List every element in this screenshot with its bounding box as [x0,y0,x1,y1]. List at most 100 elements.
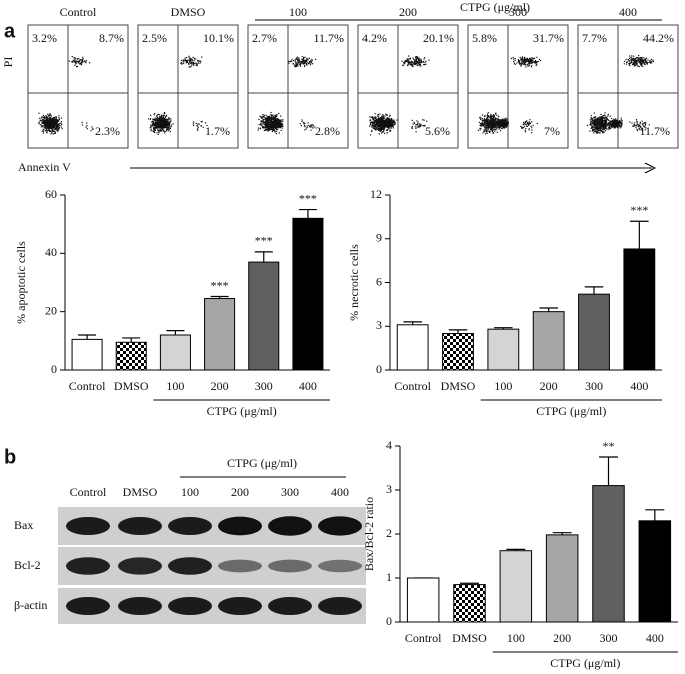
flow-dot [417,58,419,60]
flow-dot [420,59,422,61]
flow-dot [194,62,196,64]
flow-dot [609,115,611,117]
flow-dot [381,115,383,117]
flow-dot [623,60,626,62]
flow-dot [55,116,57,118]
flow-dot [637,60,639,62]
flow-dot [200,121,202,123]
flow-dot [524,60,526,62]
flow-dot [415,128,417,130]
flow-dot [290,60,292,62]
flow-dot [652,60,654,63]
flow-dot [276,120,278,122]
flow-dot [406,60,408,62]
flow-dot [371,124,373,127]
flow-dot [387,125,389,127]
flow-dot [600,119,602,121]
flow-dot [84,60,86,62]
flow-dot [498,128,500,130]
flow-dot [262,116,264,118]
flow-dot [492,115,494,117]
flow-dot [389,121,391,123]
flow-dot [637,123,639,125]
flow-dot [378,129,380,131]
flow-dot [39,124,41,126]
flow-dot [155,123,157,125]
flow-dot [408,55,410,57]
flow-dot [502,123,504,125]
flow-dot [280,129,282,131]
flow-dot [498,126,500,129]
flow-dot [480,122,482,124]
flow-dot [154,117,156,119]
flow-dot [260,121,262,123]
flow-dot [302,61,304,63]
flow-dot [611,117,613,120]
flow-dot [639,59,641,61]
flow-dot [381,124,383,126]
flow-dot [491,118,493,120]
flow-dot [162,118,164,120]
flow-dot [620,119,623,121]
flow-dot [518,61,520,63]
flow-dot [604,127,606,129]
flow-dot [628,60,630,62]
flow-dot [274,129,276,131]
flow-dot [149,118,151,120]
flow-dot [520,60,522,62]
blot-lane-label: DMSO [123,485,158,499]
flow-dot [163,130,165,132]
flow-dot [528,129,530,131]
flow-dot [51,119,53,121]
flow-dot [607,115,609,117]
flow-dot [50,122,52,124]
flow-dot [649,60,651,62]
flow-dot [393,119,395,121]
flow-dot [374,124,376,126]
flow-dot [498,126,500,128]
flow-dot [632,59,634,61]
flow-dot [159,116,161,118]
flow-dot [267,120,269,122]
flow-dot [305,128,307,130]
flow-dot [369,116,371,118]
flow-dot [165,126,167,129]
flow-dot [591,118,594,120]
flow-dot [612,121,614,123]
flow-dot [46,123,48,125]
flow-dot [490,119,492,121]
flow-dot [413,122,416,124]
flow-dot [601,116,603,118]
flow-dot [264,121,266,123]
flow-dot [418,62,420,64]
flow-dot [267,122,269,124]
flow-dot [416,64,419,67]
flow-dot [47,127,50,129]
flow-dot [265,117,267,119]
flow-dot [501,128,503,130]
flow-dot [392,125,394,127]
flow-dot [524,61,527,63]
flow-dot [170,126,172,128]
flow-dot [602,126,604,129]
flow-dot [154,128,156,130]
flow-dot [53,123,55,125]
flow-dot [57,120,59,122]
flow-dot [606,125,608,127]
flow-dot [375,122,377,124]
flow-dot [633,125,635,127]
flow-dot [39,120,41,122]
flow-dot [638,124,640,126]
flow-dot [50,115,53,117]
flow-dot [518,61,520,63]
flow-dot [590,117,592,119]
flow-dot [160,130,162,132]
flow-dot [634,60,636,62]
flow-dot [595,122,597,124]
flow-dot [164,117,166,119]
flow-dot [505,121,507,123]
flow-dot [264,117,266,119]
flow-dot [42,120,44,122]
flow-dot [493,125,495,128]
flow-dot [295,63,298,65]
